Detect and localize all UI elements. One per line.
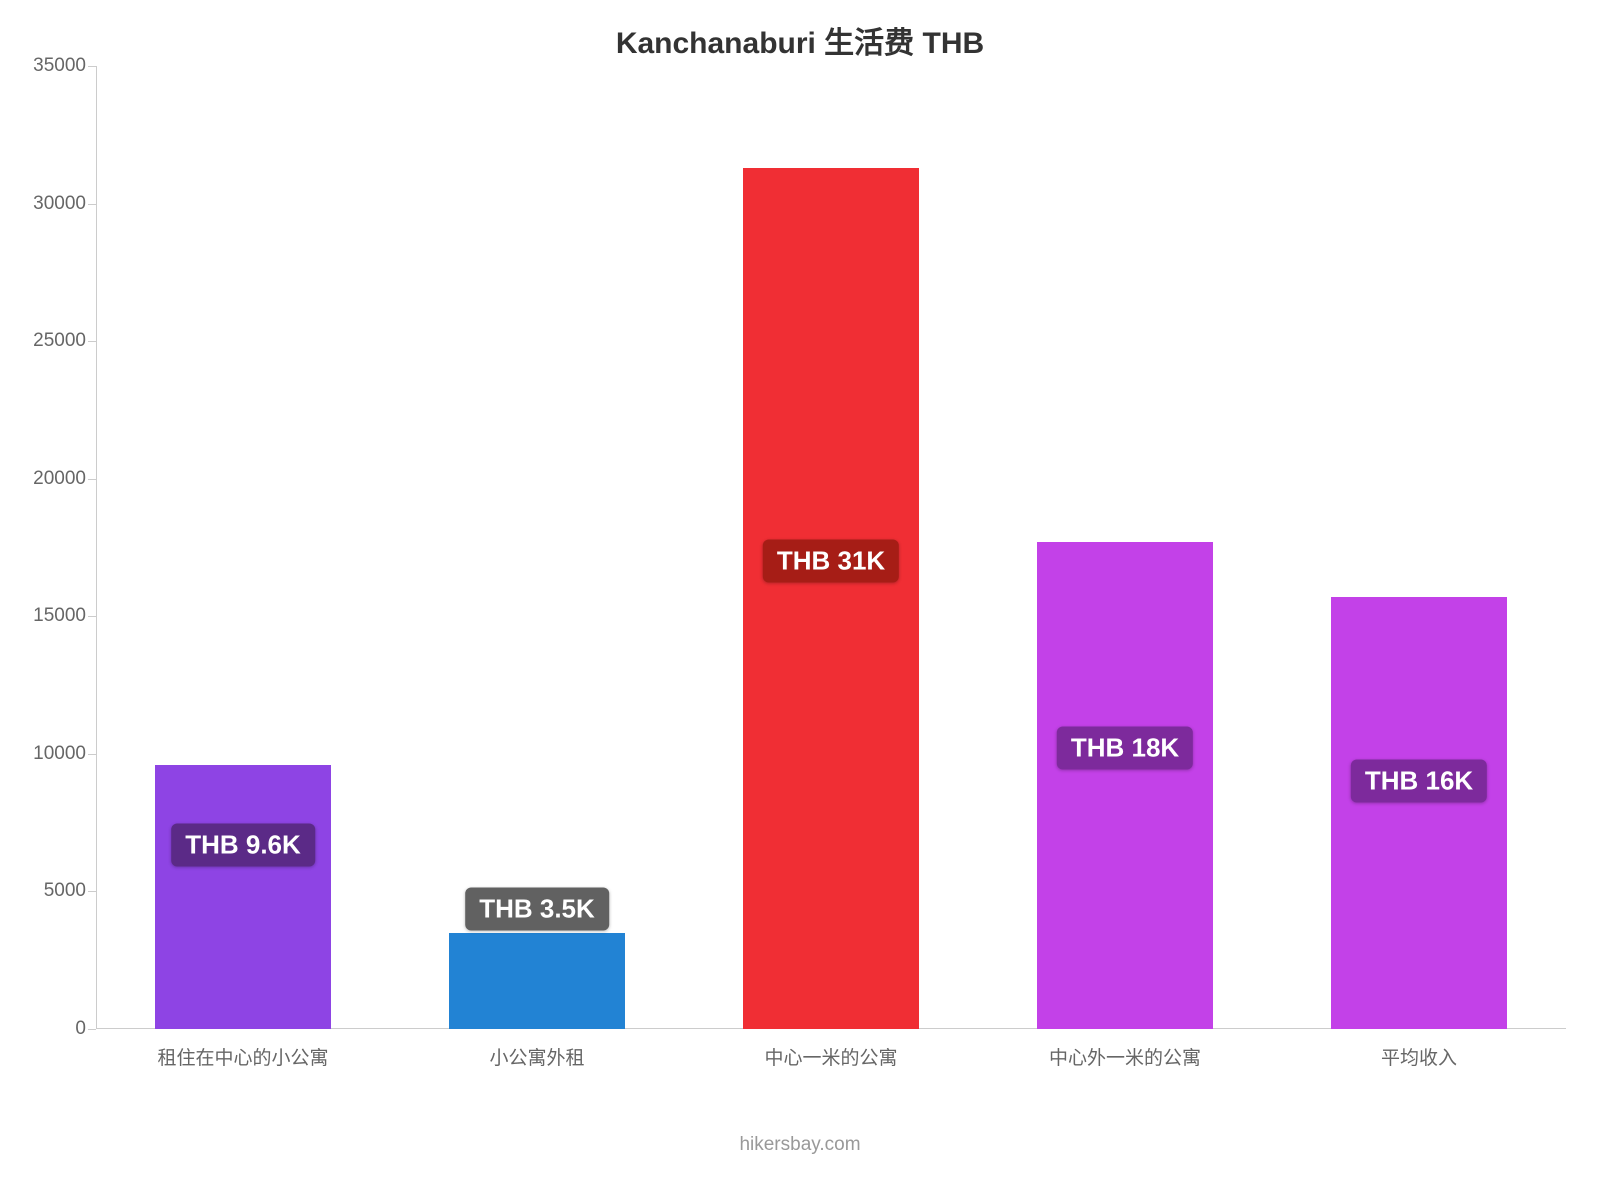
value-badge: THB 9.6K <box>171 823 315 866</box>
plot-area: 05000100001500020000250003000035000租住在中心… <box>96 66 1566 1029</box>
chart-bar <box>743 168 919 1029</box>
x-tick-label: 小公寓外租 <box>489 1029 584 1070</box>
y-tick-label: 5000 <box>44 880 96 902</box>
y-tick-label: 35000 <box>33 55 96 77</box>
y-tick-label: 30000 <box>33 193 96 215</box>
x-tick-label: 租住在中心的小公寓 <box>157 1029 328 1070</box>
chart-title: Kanchanaburi 生活费 THB <box>0 18 1600 62</box>
y-tick-label: 10000 <box>33 743 96 765</box>
bar-chart: Kanchanaburi 生活费 THB 0500010000150002000… <box>0 0 1600 1200</box>
y-tick-label: 25000 <box>33 330 96 352</box>
chart-bar <box>1331 597 1507 1029</box>
x-tick-label: 中心一米的公寓 <box>764 1029 897 1070</box>
x-tick-label: 中心外一米的公寓 <box>1049 1029 1201 1070</box>
y-tick-label: 20000 <box>33 468 96 490</box>
y-tick-label: 15000 <box>33 605 96 627</box>
x-tick-label: 平均收入 <box>1381 1029 1457 1070</box>
chart-bar <box>449 933 625 1029</box>
value-badge: THB 3.5K <box>465 888 609 931</box>
y-axis-line <box>96 66 97 1029</box>
chart-bar <box>1037 542 1213 1029</box>
value-badge: THB 18K <box>1057 727 1193 770</box>
chart-footer: hikersbay.com <box>0 1134 1600 1156</box>
chart-bar <box>155 765 331 1029</box>
y-tick-label: 0 <box>75 1018 96 1040</box>
value-badge: THB 16K <box>1351 760 1487 803</box>
value-badge: THB 31K <box>763 540 899 583</box>
